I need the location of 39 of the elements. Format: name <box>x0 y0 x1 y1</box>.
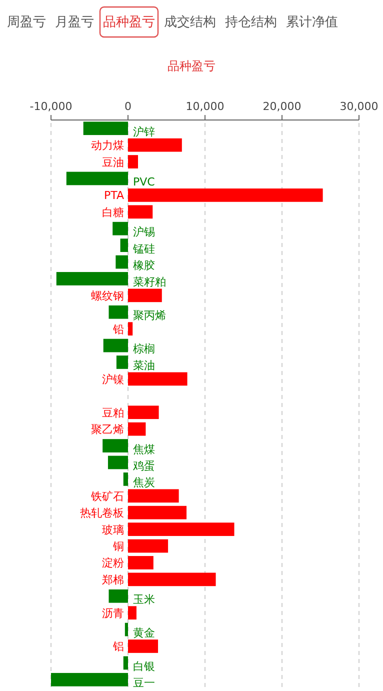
y-tick-label: 玻璃 <box>102 523 124 536</box>
y-tick-label: 螺纹钢 <box>91 289 124 302</box>
y-tick-label: 焦煤 <box>133 442 155 456</box>
y-tick-label: 菜油 <box>133 359 155 372</box>
y-tick-label: 豆油 <box>102 156 124 169</box>
y-tick-label: 锰硅 <box>132 242 155 256</box>
y-tick-label: 鸡蛋 <box>132 459 155 472</box>
y-tick-label: 铝 <box>112 640 124 654</box>
y-tick-label: 玉米 <box>133 593 155 606</box>
y-tick-label: 菜籽粕 <box>133 276 166 289</box>
y-tick-label: 豆一 <box>133 676 155 690</box>
y-tick-label: 沪锌 <box>133 125 155 138</box>
x-tick-label: 20,000 <box>262 100 302 113</box>
y-tick-label: 棕榈 <box>133 342 155 356</box>
y-tick-label: 淀粉 <box>102 556 124 570</box>
y-tick-label: 白糖 <box>102 206 124 219</box>
y-tick-label: 沪镍 <box>102 372 124 386</box>
x-tick-label: -10,000 <box>30 100 72 113</box>
y-tick-label: 聚乙烯 <box>91 423 124 436</box>
y-tick-label: 铅 <box>112 322 124 336</box>
y-tick-label: 铜 <box>112 540 124 553</box>
y-tick-label: 沪锡 <box>133 226 155 239</box>
y-tick-label: 铁矿石 <box>90 490 124 503</box>
y-tick-label: 沥青 <box>102 606 124 620</box>
y-tick-label: 黄金 <box>133 626 155 640</box>
y-tick-label: 动力煤 <box>91 139 124 152</box>
y-tick-label: 焦炭 <box>133 476 155 490</box>
y-tick-label: 豆粕 <box>102 406 124 420</box>
y-tick-label: 聚丙烯 <box>133 309 166 322</box>
y-tick-label: PVC <box>133 175 156 188</box>
y-tick-label: PTA <box>104 189 124 202</box>
y-tick-label: 白银 <box>133 660 155 673</box>
x-tick-label: 10,000 <box>186 100 224 113</box>
x-tick-label: 0 <box>124 100 132 113</box>
chart-title: 品种盈亏 <box>168 59 216 73</box>
y-tick-label: 热轧卷板 <box>80 506 124 520</box>
y-tick-label: 郑棉 <box>102 573 124 586</box>
x-tick-label: 30,000 <box>340 100 378 113</box>
y-tick-label: 橡胶 <box>133 259 155 272</box>
